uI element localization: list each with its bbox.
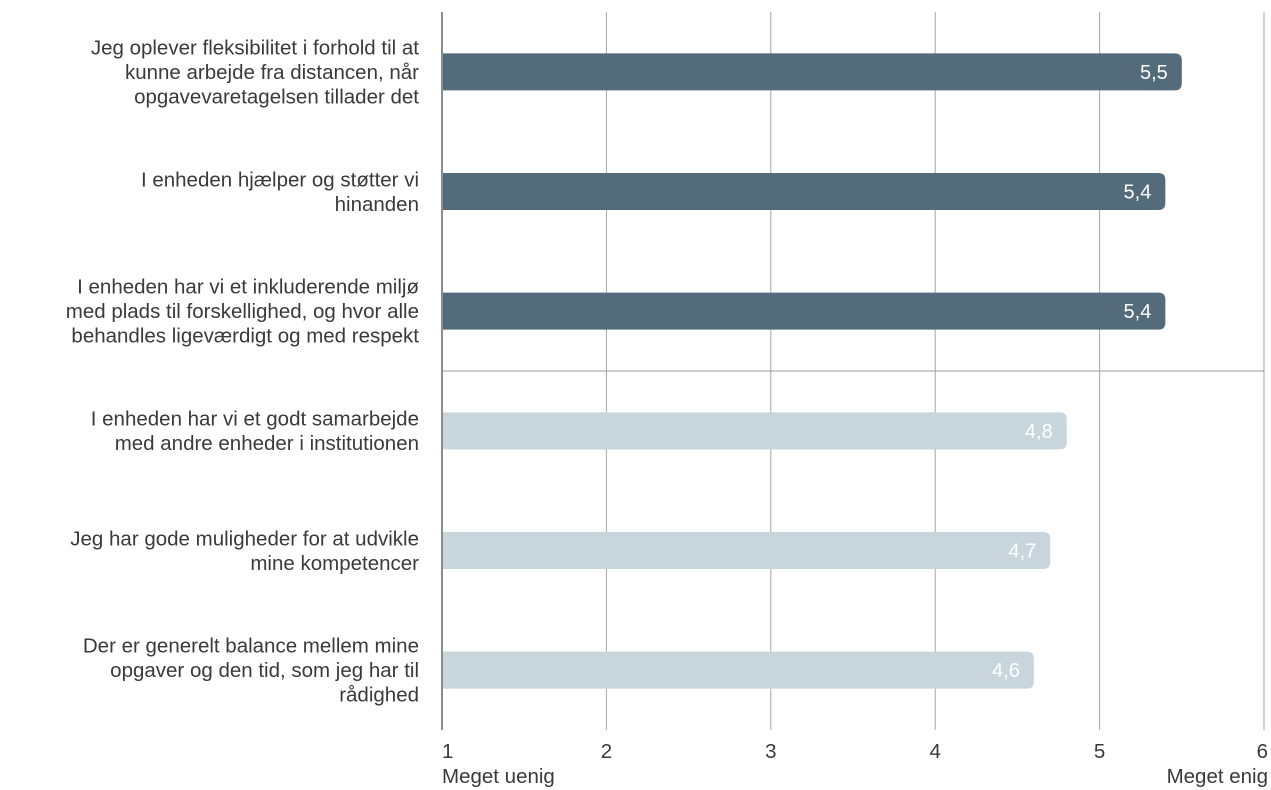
bar-3	[442, 292, 1166, 330]
bars: 5,5 5,4 5,4 4,8 4,7 4,6	[442, 53, 1182, 689]
category-label-4: I enheden har vi et godt samarbejde med a…	[91, 408, 419, 456]
data-label-4: 4,8	[1025, 421, 1053, 443]
category-label-6: Der er generelt balance mellem mine opgav…	[83, 635, 419, 707]
category-label-4-line-1: I enheden har vi et godt samarbejde	[91, 408, 419, 431]
category-label-3-line-3: behandles ligeværdigt og med respekt	[71, 325, 419, 348]
bar-2	[442, 173, 1166, 210]
data-label-6: 4,6	[992, 660, 1020, 682]
data-label-1: 5,5	[1140, 62, 1168, 84]
category-label-5-line-2: mine kompetencer	[250, 552, 419, 575]
category-label-1-line-1: Jeg oplever fleksibilitet i forhold til …	[91, 36, 419, 59]
x-tick-label-1: 1	[442, 740, 453, 763]
category-label-1-line-2: kunne arbejde fra distancen, når	[125, 61, 419, 84]
axes	[441, 12, 1264, 730]
x-tick-label-2: 2	[601, 740, 612, 763]
category-label-5: Jeg har gode muligheder for at udvikle mi…	[70, 527, 419, 575]
category-label-2-line-1: I enheden hjælper og støtter vi	[141, 168, 419, 191]
category-label-1: Jeg oplever fleksibilitet i forhold til …	[91, 36, 419, 108]
category-label-6-line-3: rådighed	[339, 684, 419, 707]
category-label-3-line-1: I enheden har vi et inkluderende miljø	[77, 276, 419, 299]
bar-6	[442, 651, 1034, 689]
category-label-6-line-2: opgaver og den tid, som jeg har til	[110, 659, 419, 682]
x-tick-labels: 1 2 3 4 5 6	[442, 740, 1268, 763]
bar-4	[442, 412, 1067, 450]
x-tick-label-4: 4	[929, 740, 940, 763]
category-label-3-line-2: med plads til forskellighed, og hvor all…	[66, 300, 419, 323]
x-min-end-label: Meget uenig	[442, 765, 555, 788]
data-label-2: 5,4	[1124, 182, 1152, 204]
data-label-3: 5,4	[1124, 301, 1152, 323]
category-label-1-line-3: opgavevaretagelsen tillader det	[134, 85, 419, 108]
x-tick-label-5: 5	[1094, 740, 1105, 763]
bar-5	[442, 532, 1051, 569]
category-label-5-line-1: Jeg har gode muligheder for at udvikle	[70, 527, 419, 550]
category-label-3: I enheden har vi et inkluderende miljø me…	[66, 276, 420, 348]
x-tick-label-3: 3	[765, 740, 776, 763]
data-label-5: 4,7	[1008, 541, 1036, 563]
x-max-end-label: Meget enig	[1167, 765, 1268, 788]
category-labels: Jeg oplever fleksibilitet i forhold til …	[66, 36, 420, 706]
category-label-4-line-2: med andre enheder i institutionen	[115, 432, 419, 455]
category-label-6-line-1: Der er generelt balance mellem mine	[83, 635, 419, 658]
category-label-2-line-2: hinanden	[335, 193, 419, 216]
category-label-2: I enheden hjælper og støtter vi hinanden	[141, 168, 419, 216]
bar-1	[442, 53, 1182, 91]
x-tick-label-6: 6	[1257, 740, 1268, 763]
